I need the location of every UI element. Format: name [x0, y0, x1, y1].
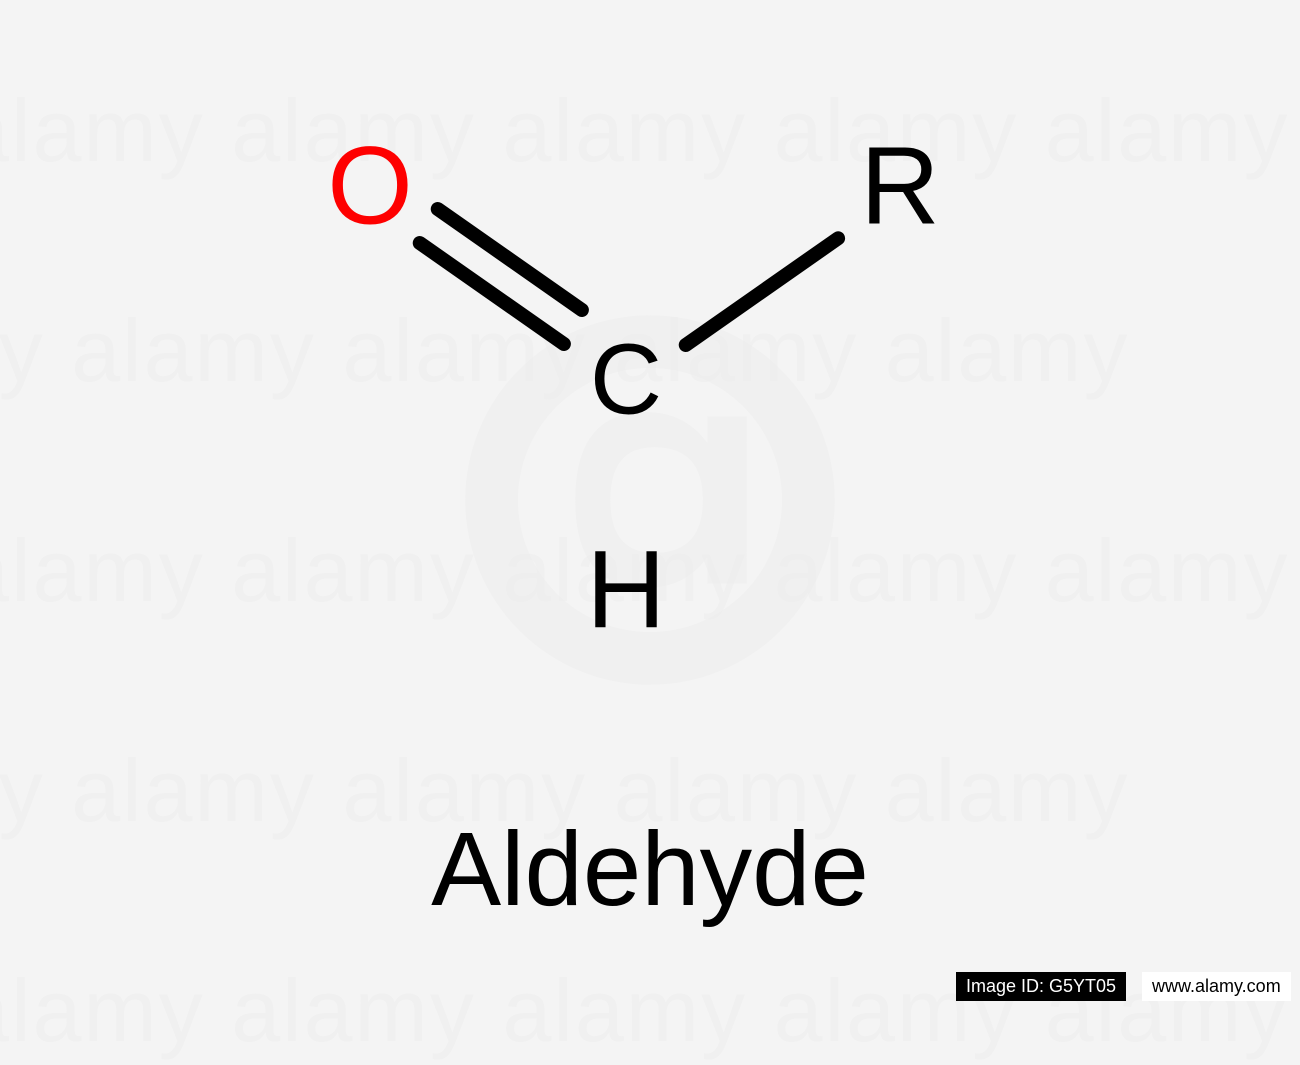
atom-r-group: R: [860, 123, 939, 250]
molecule-caption: Aldehyde: [431, 810, 869, 930]
diagram-canvas: alamy alamy alamy alamy alamyalamy alamy…: [0, 0, 1300, 1065]
watermark-image-id: Image ID: G5YT05: [956, 972, 1126, 1001]
watermark-site: www.alamy.com: [1142, 972, 1291, 1001]
atom-carbon: C: [590, 323, 662, 438]
atom-oxygen: O: [327, 123, 413, 250]
atom-hydrogen: H: [586, 527, 665, 654]
watermark-brand-row: alamy alamy alamy alamy alamy: [0, 80, 1290, 182]
